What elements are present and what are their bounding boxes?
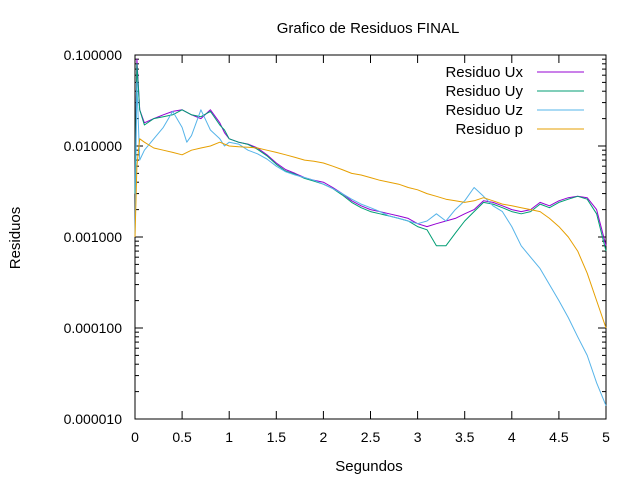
- y-axis: 0.000010 0.000100 0.001000 0.010000 0.100000: [64, 47, 606, 427]
- series-lines: [134, 58, 607, 406]
- legend-label: Residuo p: [455, 121, 523, 138]
- y-tick-label: 0.001000: [64, 229, 123, 245]
- series-line-0: [134, 58, 607, 246]
- legend-label: Residuo Ux: [445, 64, 523, 81]
- x-tick-label: 3.5: [455, 429, 475, 445]
- x-tick-label: 0.5: [172, 429, 192, 445]
- plot-border: [134, 54, 607, 420]
- plot-frame: [134, 54, 607, 420]
- x-tick-label: 0: [131, 429, 139, 445]
- x-axis: 0 0.5 1 1.5 2 2.5 3 3.5 4 4.5 5: [131, 55, 610, 445]
- x-tick-label: 2.5: [361, 429, 381, 445]
- x-tick-label: 1.5: [267, 429, 287, 445]
- series-line-3: [134, 138, 607, 329]
- legend: Residuo Ux Residuo Uy Residuo Uz Residuo p: [445, 64, 584, 138]
- x-tick-label: 1: [225, 429, 233, 445]
- legend-label: Residuo Uy: [445, 83, 523, 100]
- y-tick-label: 0.000010: [64, 411, 123, 427]
- y-tick-label: 0.100000: [64, 47, 123, 63]
- chart-title: Grafico de Residuos FINAL: [277, 20, 460, 37]
- x-axis-title: Segundos: [335, 458, 403, 475]
- y-axis-title: Residuos: [7, 207, 24, 270]
- x-tick-label: 4.5: [549, 429, 569, 445]
- legend-label: Residuo Uz: [445, 102, 523, 119]
- series-line-2: [134, 81, 607, 406]
- y-tick-label: 0.010000: [64, 138, 123, 154]
- x-tick-label: 5: [602, 429, 610, 445]
- y-tick-label: 0.000100: [64, 320, 123, 336]
- x-tick-label: 2: [320, 429, 328, 445]
- x-tick-label: 4: [508, 429, 516, 445]
- x-tick-label: 3: [414, 429, 422, 445]
- series-line-1: [134, 63, 607, 252]
